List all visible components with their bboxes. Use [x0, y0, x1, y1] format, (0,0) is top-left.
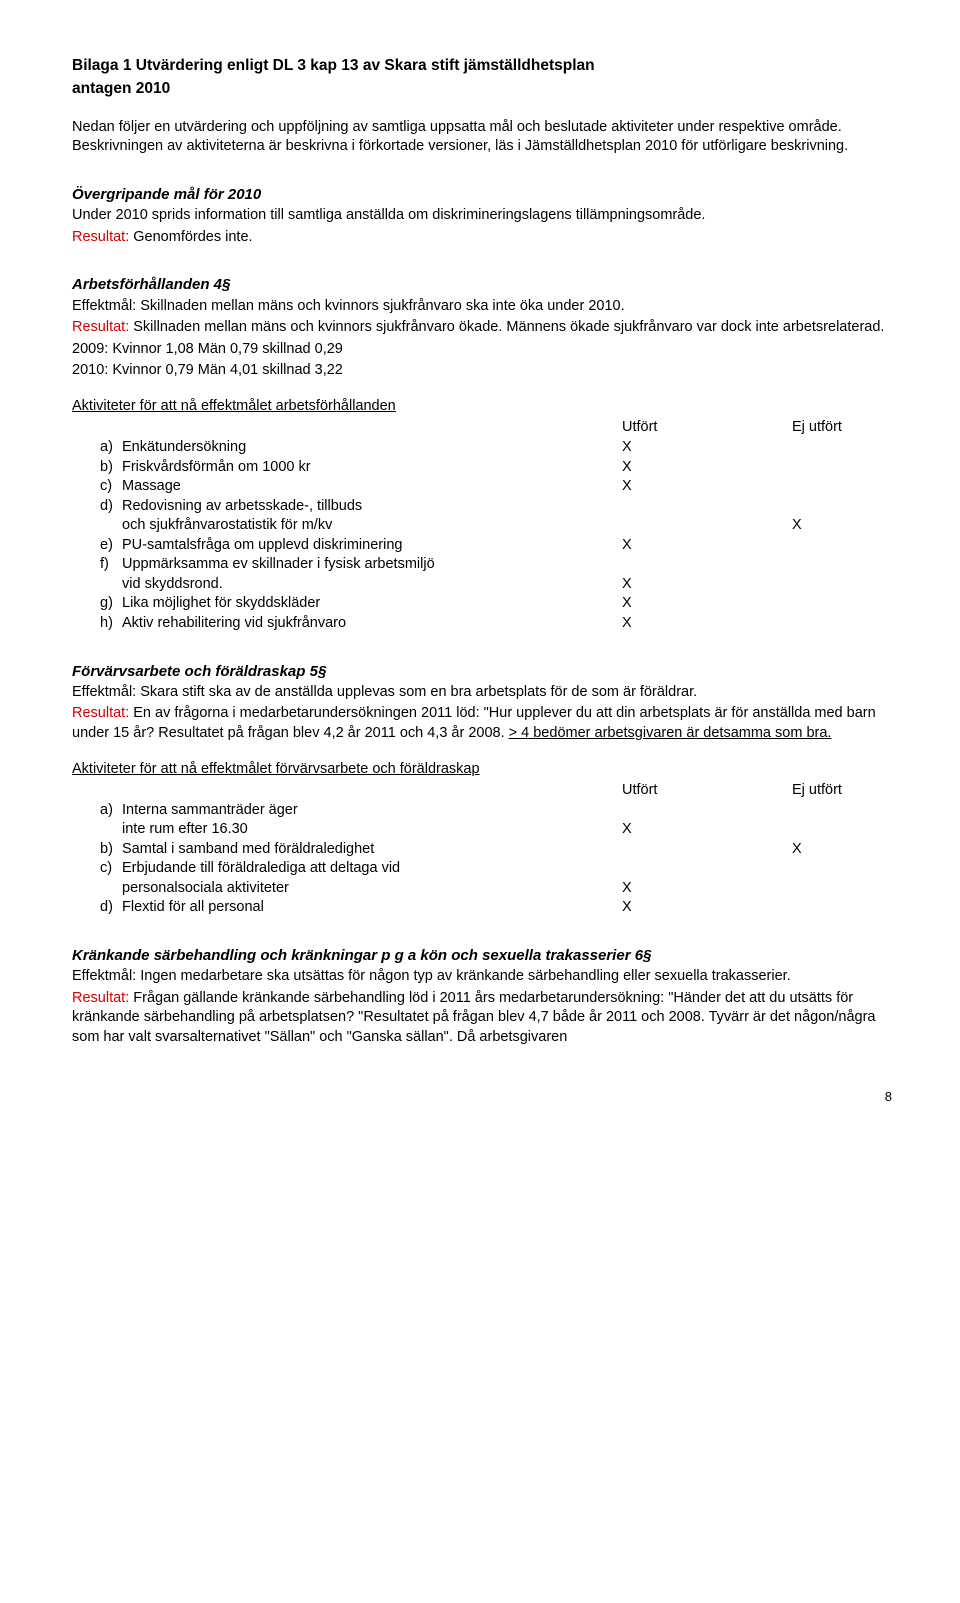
stat-2009: 2009: Kvinnor 1,08 Män 0,79 skillnad 0,2…	[72, 340, 892, 360]
col-utfort: Utfört	[622, 418, 792, 438]
activity-list-5: a)Interna sammanträder ägerinte rum efte…	[72, 801, 892, 918]
item-letter: f)	[100, 555, 122, 575]
activity-row: e)PU-samtalsfråga om upplevd diskriminer…	[72, 536, 892, 556]
result-label: Resultat:	[72, 990, 129, 1006]
col-header-row: Utfört Ej utfört	[72, 781, 892, 801]
item-text: vid skyddsrond.	[122, 575, 622, 595]
title-line-1: Bilaga 1 Utvärdering enligt DL 3 kap 13 …	[72, 56, 892, 77]
section-5-head: Förvärvsarbete och föräldraskap 5§	[72, 662, 892, 682]
section-4-result: Resultat: Skillnaden mellan mäns och kvi…	[72, 318, 892, 338]
col-utfort: Utfört	[622, 781, 792, 801]
mark-utfort: X	[622, 594, 792, 614]
section-4-eff: Effektmål: Skillnaden mellan mäns och kv…	[72, 297, 892, 317]
section-6-result: Resultat: Frågan gällande kränkande särb…	[72, 989, 892, 1048]
activity-row: a)EnkätundersökningX	[72, 438, 892, 458]
item-letter: b)	[100, 458, 122, 478]
activity-row: och sjukfrånvarostatistik för m/kv X	[72, 516, 892, 536]
mark-utfort: X	[622, 575, 792, 595]
col-ej-utfort: Ej utfört	[792, 781, 892, 801]
section-5-result: Resultat: En av frågorna i medarbetarund…	[72, 704, 892, 743]
mark-utfort: X	[622, 438, 792, 458]
item-text: Uppmärksamma ev skillnader i fysisk arbe…	[122, 555, 622, 575]
result-text: Genomfördes inte.	[129, 229, 252, 245]
section-5: Förvärvsarbete och föräldraskap 5§ Effek…	[72, 662, 892, 918]
item-text: Flextid för all personal	[122, 898, 622, 918]
activity-row: b)Samtal i samband med föräldraledighet X	[72, 840, 892, 860]
section-overgripande: Övergripande mål för 2010 Under 2010 spr…	[72, 185, 892, 247]
section-6: Kränkande särbehandling och kränkningar …	[72, 946, 892, 1048]
mark-utfort: X	[622, 477, 792, 497]
mark-utfort: X	[622, 898, 792, 918]
result-underline: > 4 bedömer arbetsgivaren är detsamma so…	[509, 725, 832, 741]
item-text: inte rum efter 16.30	[122, 820, 622, 840]
item-text: Enkätundersökning	[122, 438, 622, 458]
activity-row: g)Lika möjlighet för skyddskläderX	[72, 594, 892, 614]
activity-row: f)Uppmärksamma ev skillnader i fysisk ar…	[72, 555, 892, 575]
section-4: Arbetsförhållanden 4§ Effektmål: Skillna…	[72, 275, 892, 633]
item-letter: a)	[100, 438, 122, 458]
activity-row: d)Flextid för all personalX	[72, 898, 892, 918]
activity-row: d)Redovisning av arbetsskade-, tillbuds	[72, 497, 892, 517]
section-5-eff: Effektmål: Skara stift ska av de anställ…	[72, 683, 892, 703]
title-line-2: antagen 2010	[72, 79, 892, 100]
mark-utfort: X	[622, 458, 792, 478]
activities-head-5: Aktiviteter för att nå effektmålet förvä…	[72, 760, 892, 780]
stat-2010: 2010: Kvinnor 0,79 Män 4,01 skillnad 3,2…	[72, 361, 892, 381]
item-text: Redovisning av arbetsskade-, tillbuds	[122, 497, 622, 517]
col-ej-utfort: Ej utfört	[792, 418, 892, 438]
mark-utfort: X	[622, 879, 792, 899]
item-text: Lika möjlighet för skyddskläder	[122, 594, 622, 614]
activity-row: vid skyddsrond.X	[72, 575, 892, 595]
col-header-row: Utfört Ej utfört	[72, 418, 892, 438]
doc-title: Bilaga 1 Utvärdering enligt DL 3 kap 13 …	[72, 56, 892, 100]
item-letter: a)	[100, 801, 122, 821]
page-number: 8	[72, 1088, 892, 1106]
item-letter: c)	[100, 859, 122, 879]
mark-utfort: X	[622, 820, 792, 840]
activity-row: inte rum efter 16.30X	[72, 820, 892, 840]
mark-ej-utfort: X	[792, 516, 892, 536]
mark-ej-utfort: X	[792, 840, 892, 860]
activity-row: h)Aktiv rehabilitering vid sjukfrånvaroX	[72, 614, 892, 634]
activity-row: a)Interna sammanträder äger	[72, 801, 892, 821]
activity-row: b)Friskvårdsförmån om 1000 krX	[72, 458, 892, 478]
section-head-overgripande: Övergripande mål för 2010	[72, 185, 892, 205]
item-text: Friskvårdsförmån om 1000 kr	[122, 458, 622, 478]
result-label: Resultat:	[72, 319, 129, 335]
section-6-head: Kränkande särbehandling och kränkningar …	[72, 946, 892, 966]
item-text: Samtal i samband med föräldraledighet	[122, 840, 622, 860]
item-text: Erbjudande till föräldralediga att delta…	[122, 859, 622, 879]
item-text: och sjukfrånvarostatistik för m/kv	[122, 516, 622, 536]
item-text: personalsociala aktiviteter	[122, 879, 622, 899]
item-text: Interna sammanträder äger	[122, 801, 622, 821]
activities-head-4: Aktiviteter för att nå effektmålet arbet…	[72, 397, 892, 417]
overgripande-body: Under 2010 sprids information till samtl…	[72, 206, 892, 226]
section-4-head: Arbetsförhållanden 4§	[72, 275, 892, 295]
result-label: Resultat:	[72, 229, 129, 245]
section-6-eff: Effektmål: Ingen medarbetare ska utsätta…	[72, 967, 892, 987]
activity-row: c)Erbjudande till föräldralediga att del…	[72, 859, 892, 879]
activity-list-4: a)EnkätundersökningXb)Friskvårdsförmån o…	[72, 438, 892, 634]
item-text: Massage	[122, 477, 622, 497]
item-letter: c)	[100, 477, 122, 497]
result-text: Skillnaden mellan mäns och kvinnors sjuk…	[129, 319, 884, 335]
intro-paragraph: Nedan följer en utvärdering och uppföljn…	[72, 118, 892, 157]
activity-row: personalsociala aktiviteterX	[72, 879, 892, 899]
mark-utfort: X	[622, 536, 792, 556]
item-letter: h)	[100, 614, 122, 634]
item-text: PU-samtalsfråga om upplevd diskriminerin…	[122, 536, 622, 556]
item-letter: g)	[100, 594, 122, 614]
item-letter: d)	[100, 497, 122, 517]
activity-row: c)MassageX	[72, 477, 892, 497]
item-letter: d)	[100, 898, 122, 918]
item-text: Aktiv rehabilitering vid sjukfrånvaro	[122, 614, 622, 634]
result-text: Frågan gällande kränkande särbehandling …	[72, 990, 875, 1045]
overgripande-result: Resultat: Genomfördes inte.	[72, 228, 892, 248]
item-letter: b)	[100, 840, 122, 860]
result-label: Resultat:	[72, 705, 129, 721]
item-letter: e)	[100, 536, 122, 556]
mark-utfort: X	[622, 614, 792, 634]
